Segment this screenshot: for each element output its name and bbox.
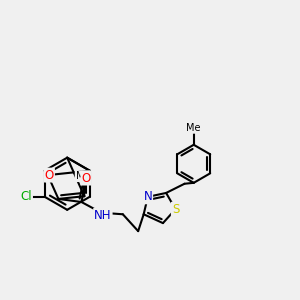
Text: Me: Me — [76, 171, 90, 181]
Text: N: N — [143, 190, 152, 203]
Text: O: O — [81, 172, 91, 184]
Text: NH: NH — [94, 209, 112, 222]
Text: O: O — [45, 169, 54, 182]
Text: Cl: Cl — [20, 190, 32, 203]
Text: Me: Me — [187, 123, 201, 133]
Text: S: S — [172, 203, 179, 216]
